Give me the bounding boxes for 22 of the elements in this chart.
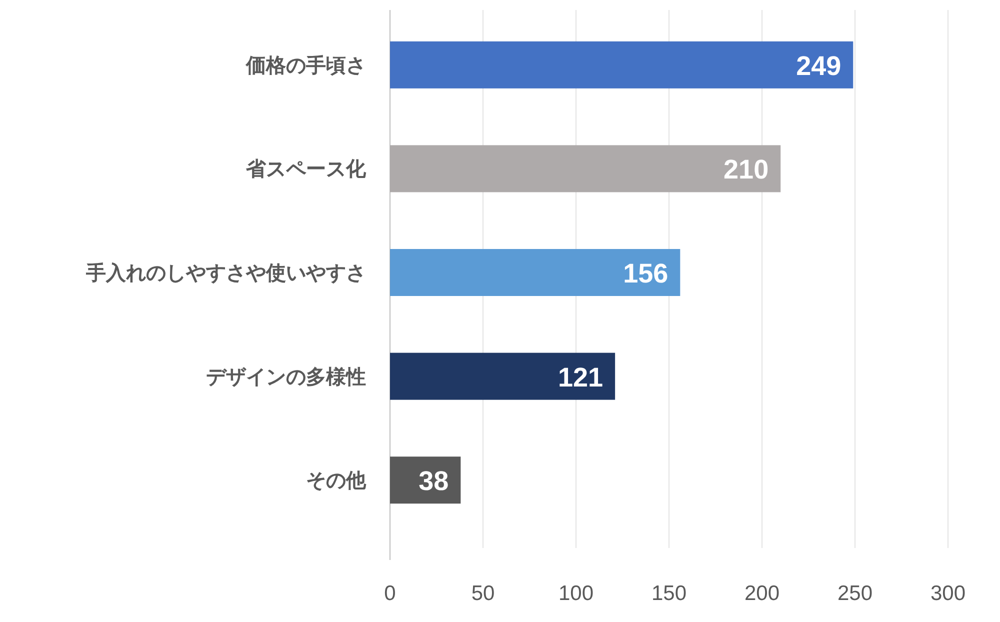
- bar: [390, 352, 616, 400]
- data-label: 249: [796, 50, 842, 81]
- bar: [390, 145, 781, 192]
- x-tick-label: 100: [558, 582, 594, 605]
- x-tick-label: 0: [384, 582, 396, 605]
- x-tick-label: 250: [837, 582, 873, 605]
- y-tick-label: 省スペース化: [245, 158, 367, 181]
- x-tick-label: 50: [471, 582, 495, 605]
- bar: [390, 249, 680, 296]
- data-label: 121: [558, 362, 604, 392]
- data-label: 38: [418, 466, 449, 496]
- y-tick-label: その他: [306, 470, 367, 492]
- data-label: 210: [724, 154, 769, 185]
- x-tick-label: 300: [930, 582, 966, 605]
- y-tick-label: デザインの多様性: [206, 366, 366, 388]
- y-tick-label: 価格の手頃さ: [245, 54, 366, 77]
- data-label: 156: [623, 258, 668, 288]
- bar: [390, 456, 461, 504]
- y-tick-label: 手入れのしやすさや使いやすさ: [85, 262, 366, 284]
- x-tick-label: 150: [651, 582, 687, 605]
- x-tick-label: 200: [744, 582, 780, 605]
- bar: [390, 41, 854, 88]
